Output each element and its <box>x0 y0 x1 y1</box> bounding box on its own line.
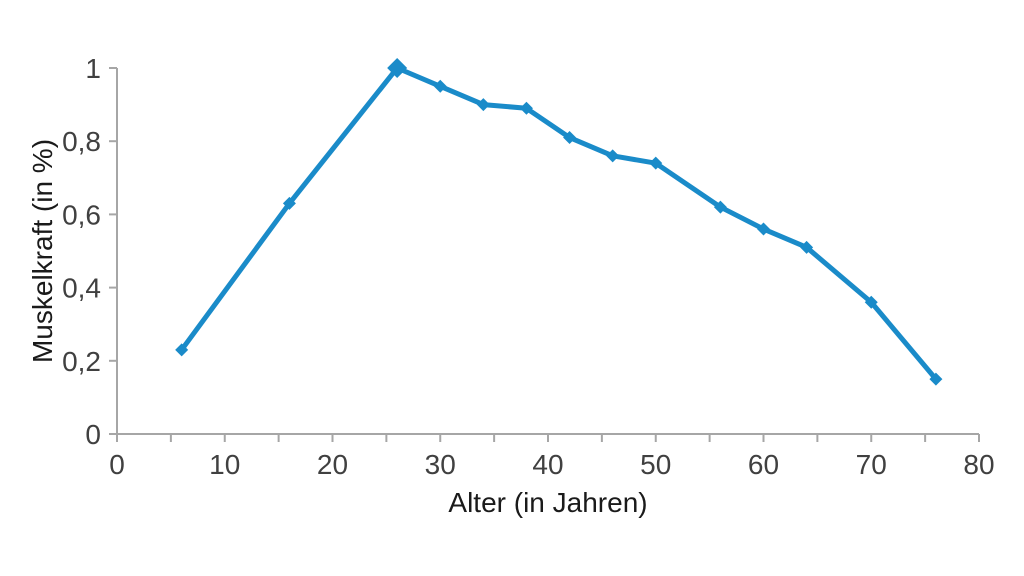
x-tick-label: 60 <box>748 449 779 480</box>
axes-layer: 0 10 20 30 40 50 60 70 80 0 0,2 0,4 0,6 0,8 1 <box>62 53 995 480</box>
y-tick-label: 0,4 <box>62 273 101 304</box>
x-tick-label: 30 <box>425 449 456 480</box>
x-tick-label: 0 <box>109 449 125 480</box>
x-tick-label: 40 <box>532 449 563 480</box>
y-tick-label: 0 <box>85 419 101 450</box>
series-line <box>179 65 939 382</box>
x-axis-title: Alter (in Jahren) <box>448 487 647 518</box>
data-point-marker <box>519 101 533 115</box>
data-point-marker <box>800 240 814 254</box>
y-tick-label: 0,2 <box>62 346 101 377</box>
data-point-marker <box>649 156 663 170</box>
y-axis-title: Muskelkraft (in %) <box>27 139 58 363</box>
data-point-marker <box>757 222 770 236</box>
data-point-marker <box>387 58 408 78</box>
y-tick-label: 1 <box>85 53 101 84</box>
y-tick-label: 0,6 <box>62 199 101 230</box>
x-tick-label: 10 <box>209 449 240 480</box>
data-point-marker <box>175 343 189 357</box>
series-layer <box>175 58 943 386</box>
data-point-marker <box>929 372 943 386</box>
x-tick-label: 80 <box>963 449 994 480</box>
data-point-marker <box>713 200 727 214</box>
data-point-marker <box>476 98 490 112</box>
data-point-marker <box>563 131 577 145</box>
y-tick-label: 0,8 <box>62 126 101 157</box>
data-point-marker <box>606 149 620 163</box>
x-tick-label: 50 <box>640 449 671 480</box>
data-point-marker <box>282 196 296 210</box>
data-point-marker <box>864 295 878 309</box>
data-point-marker <box>433 79 447 93</box>
x-tick-label: 70 <box>856 449 887 480</box>
x-tick-label: 20 <box>317 449 348 480</box>
